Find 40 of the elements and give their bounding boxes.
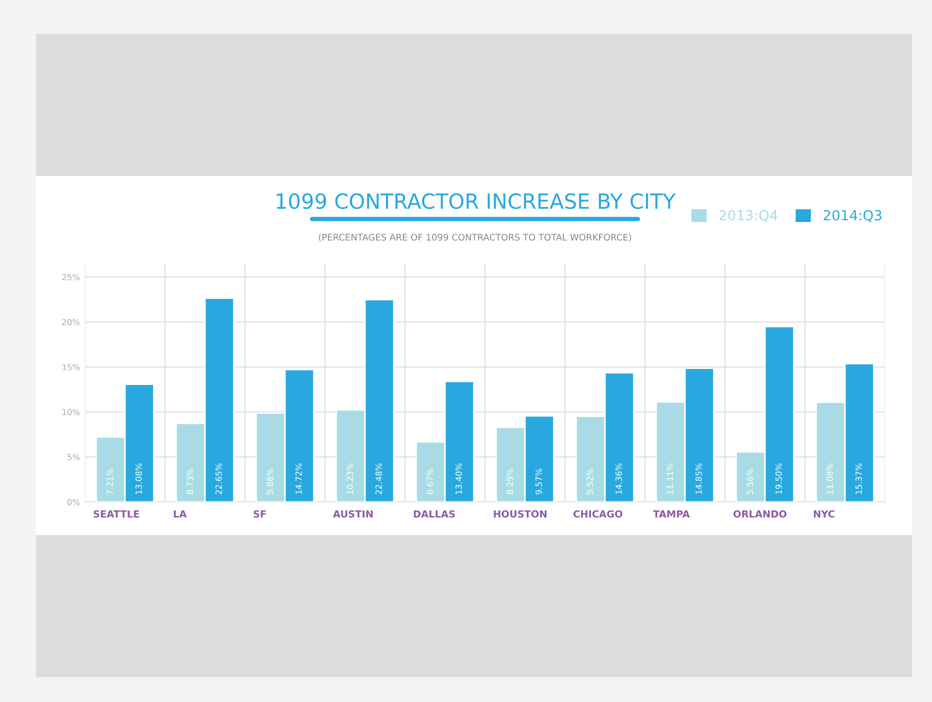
y-tick-label: 15% <box>62 364 80 370</box>
data-label: 19.50% <box>776 463 782 494</box>
x-tick-label: ORLANDO <box>733 510 786 518</box>
chart-title: 1099 CONTRACTOR INCREASE BY CITY <box>276 193 676 210</box>
data-label: 8.73% <box>186 468 194 494</box>
data-label: 7.21% <box>106 468 114 494</box>
data-label: 11.11% <box>666 463 674 494</box>
legend-label: 2013:Q4 <box>719 210 778 222</box>
data-label: 22.65% <box>216 463 222 494</box>
data-label: 14.72% <box>296 463 302 494</box>
y-tick-label: 25% <box>62 274 80 280</box>
data-label: 5.56% <box>746 468 754 494</box>
data-label: 22.48% <box>376 463 382 494</box>
y-tick-label: 0% <box>67 498 80 506</box>
chart-subtitle: (PERCENTAGES ARE OF 1099 CONTRACTORS TO TOTAL WORKFORCE) <box>318 234 632 242</box>
x-tick-label: DALLAS <box>414 510 455 518</box>
data-label: 15.37% <box>856 463 862 494</box>
x-tick-label: NYC <box>814 510 834 518</box>
x-tick-label: HOUSTON <box>494 510 546 518</box>
y-tick-label: 5% <box>68 454 80 460</box>
x-tick-label: AUSTIN <box>333 510 373 518</box>
x-tick-label: TAMPA <box>653 510 690 518</box>
x-tick-label: SF <box>254 510 266 518</box>
data-label: 9.52% <box>586 468 594 494</box>
data-label: 9.88% <box>266 468 274 494</box>
data-label: 10.23% <box>346 463 354 494</box>
y-tick-label: 10% <box>62 408 80 416</box>
data-label: 14.36% <box>616 463 622 494</box>
data-label: 6.67% <box>426 468 434 494</box>
data-label: 8.29% <box>506 468 514 494</box>
x-tick-label: LA <box>174 510 187 518</box>
y-tick-label: 20% <box>62 318 80 326</box>
data-label: 13.40% <box>456 463 462 494</box>
data-label: 13.08% <box>136 463 142 494</box>
x-tick-label: CHICAGO <box>573 510 622 518</box>
legend-label: 2014:Q3 <box>824 210 882 222</box>
x-tick-label: SEATTLE <box>94 510 140 518</box>
data-label: 9.57% <box>536 468 542 494</box>
data-label: 14.85% <box>696 463 702 494</box>
data-label: 11.08% <box>826 463 834 494</box>
